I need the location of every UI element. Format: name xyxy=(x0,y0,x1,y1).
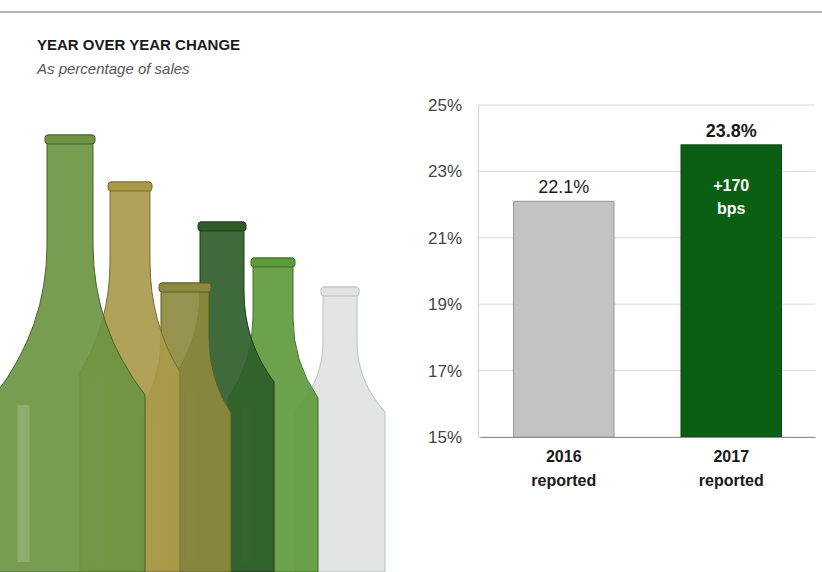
data-label: 22.1% xyxy=(538,177,589,197)
y-tick-label: 17% xyxy=(428,362,462,381)
grid xyxy=(478,105,815,437)
bottle-highlight xyxy=(18,405,30,562)
bottle-lip xyxy=(159,283,211,292)
bottle-lip xyxy=(321,287,359,296)
y-axis-line xyxy=(478,106,479,438)
x-axis-line xyxy=(481,437,816,438)
y-tick-label: 15% xyxy=(428,428,462,447)
chart: YEAR OVER YEAR CHANGE As percentage of sa… xyxy=(0,0,822,572)
bottle-lip xyxy=(45,135,95,144)
y-tick: 19% xyxy=(428,295,478,314)
bars xyxy=(514,145,782,437)
x-tick: 2017reported xyxy=(699,437,764,489)
data-label: 23.8% xyxy=(706,121,757,141)
y-tick: 21% xyxy=(428,229,478,248)
y-tick: 17% xyxy=(428,362,478,381)
annotations: +170bps xyxy=(713,177,749,217)
y-tick-label: 21% xyxy=(428,229,462,248)
y-tick-label: 25% xyxy=(428,96,462,115)
top-rule xyxy=(0,11,822,13)
bar xyxy=(514,201,615,437)
title: YEAR OVER YEAR CHANGE xyxy=(37,36,240,53)
y-tick-label: 23% xyxy=(428,162,462,181)
x-tick: 2016reported xyxy=(531,437,596,489)
annotation: +170bps xyxy=(713,177,749,217)
bottle xyxy=(0,135,145,572)
x-tick-label: 2016reported xyxy=(531,448,596,489)
bottles-decoration xyxy=(0,135,385,572)
grid-line xyxy=(478,105,815,106)
bar xyxy=(681,145,782,437)
y-axis: 15% 17% 19% 21% 23% 25% xyxy=(428,96,479,447)
y-tick: 15% xyxy=(428,428,478,447)
bottle-lip xyxy=(198,222,246,231)
bottle-lip xyxy=(251,258,295,267)
data-labels: 22.1% 23.8% xyxy=(538,121,757,197)
x-tick-label: 2017reported xyxy=(699,448,764,489)
subtitle: As percentage of sales xyxy=(36,60,190,77)
bottle-lip xyxy=(108,182,152,191)
x-axis: 2016reported 2017reported xyxy=(481,437,816,489)
y-tick: 23% xyxy=(428,162,478,181)
y-tick-label: 19% xyxy=(428,295,462,314)
y-tick: 25% xyxy=(428,96,478,115)
